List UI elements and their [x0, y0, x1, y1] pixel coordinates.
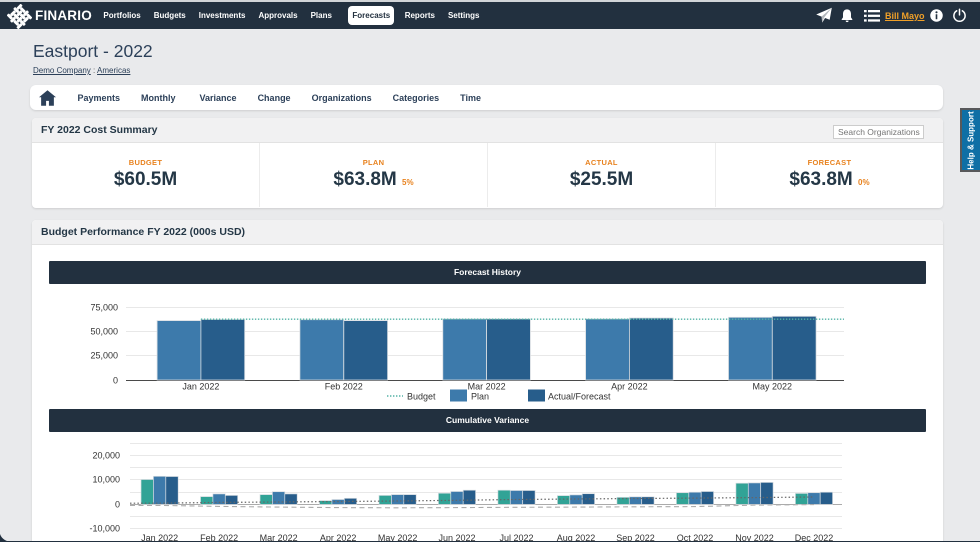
- svg-text:Budget: Budget: [407, 392, 436, 402]
- svg-text:Feb 2022: Feb 2022: [325, 382, 363, 392]
- svg-text:10,000: 10,000: [92, 475, 120, 485]
- svg-text:Feb 2022: Feb 2022: [200, 533, 238, 542]
- svg-text:25,000: 25,000: [90, 351, 118, 361]
- svg-text:Oct 2022: Oct 2022: [677, 533, 714, 542]
- svg-text:Jul 2022: Jul 2022: [499, 533, 533, 542]
- svg-text:20,000: 20,000: [92, 451, 120, 461]
- svg-text:0: 0: [115, 500, 120, 510]
- svg-text:Actual/Forecast: Actual/Forecast: [548, 392, 611, 402]
- svg-text:Jun 2022: Jun 2022: [438, 533, 475, 542]
- svg-text:May 2022: May 2022: [378, 533, 418, 542]
- svg-text:50,000: 50,000: [90, 327, 118, 337]
- svg-text:Jan 2022: Jan 2022: [141, 533, 178, 542]
- svg-text:Aug 2022: Aug 2022: [557, 533, 596, 542]
- svg-text:Nov 2022: Nov 2022: [735, 533, 774, 542]
- svg-text:Jan 2022: Jan 2022: [182, 382, 219, 392]
- svg-text:Apr 2022: Apr 2022: [611, 382, 648, 392]
- svg-text:Mar 2022: Mar 2022: [468, 382, 506, 392]
- svg-text:Sep 2022: Sep 2022: [616, 533, 655, 542]
- svg-text:75,000: 75,000: [90, 303, 118, 313]
- svg-text:Dec 2022: Dec 2022: [795, 533, 834, 542]
- svg-text:Plan: Plan: [471, 392, 489, 402]
- svg-text:Apr 2022: Apr 2022: [320, 533, 357, 542]
- svg-text:Mar 2022: Mar 2022: [260, 533, 298, 542]
- svg-text:0: 0: [113, 376, 118, 386]
- svg-text:May 2022: May 2022: [753, 382, 793, 392]
- svg-text:-10,000: -10,000: [89, 524, 120, 534]
